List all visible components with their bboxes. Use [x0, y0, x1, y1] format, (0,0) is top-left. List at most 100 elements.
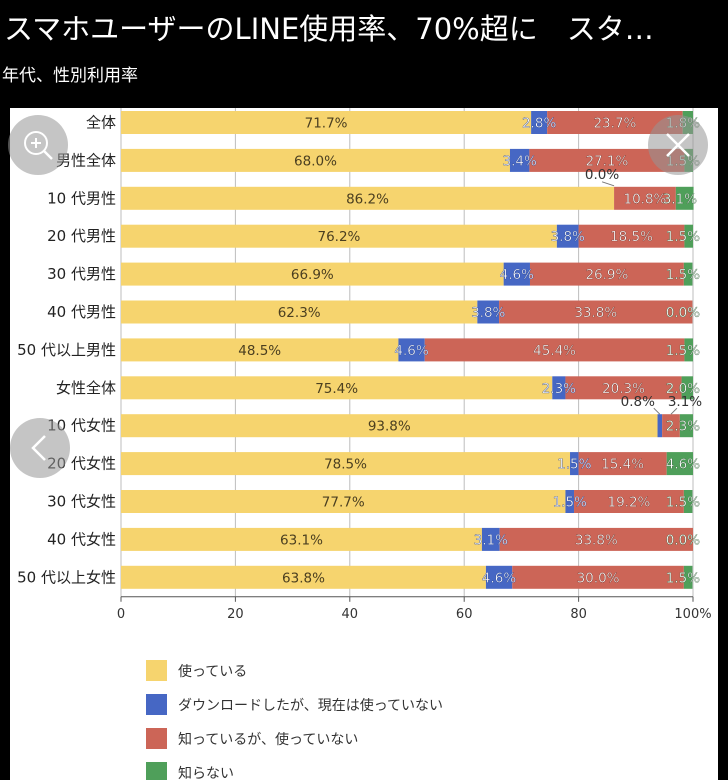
bar-segment [675, 186, 694, 210]
legend-label: 知らない [178, 765, 234, 780]
data-label: 1.5% [666, 229, 700, 245]
bar-segment [121, 338, 399, 362]
bar-segment [485, 565, 513, 589]
data-label: 27.1% [585, 153, 628, 169]
data-label: 63.8% [282, 570, 325, 586]
x-tick-label: 20 [227, 607, 244, 622]
data-label: 4.6% [666, 457, 700, 473]
data-label: 63.1% [280, 532, 323, 548]
page-title: スマホユーザーのLINE使用率、70%超に スタ… [4, 12, 654, 46]
bar-segment [552, 376, 566, 400]
bar-segment [683, 262, 693, 286]
bar-segment [679, 414, 693, 438]
chart-panel: 020406080100%全体71.7%2.8%23.7%1.8%男性全体68.… [10, 108, 718, 780]
x-tick-label: 80 [570, 607, 587, 622]
data-label: 3.8% [551, 229, 585, 245]
data-label: 0.0% [666, 305, 700, 321]
bar-segment [657, 414, 663, 438]
bar-segment [481, 527, 500, 551]
data-label: 0.0% [585, 167, 619, 183]
leader-line [670, 407, 678, 415]
stacked-bar-chart: 020406080100%全体71.7%2.8%23.7%1.8%男性全体68.… [17, 108, 712, 780]
data-label: 19.2% [607, 495, 650, 511]
legend-swatch [146, 728, 167, 749]
category-label: 全体 [86, 114, 116, 132]
data-label: 77.7% [322, 495, 365, 511]
bar-segment [565, 376, 682, 400]
data-label: 3.1% [663, 191, 697, 207]
bar-segment [547, 111, 683, 134]
data-label: 3.1% [474, 532, 508, 548]
data-label: 3.1% [668, 394, 702, 410]
data-label: 86.2% [346, 191, 389, 207]
bar-segment [499, 300, 693, 324]
bar-segment [121, 186, 615, 210]
data-label: 2.0% [666, 381, 700, 397]
data-label: 71.7% [305, 116, 348, 132]
bar-segment [578, 452, 667, 476]
bar-segment [614, 186, 676, 210]
category-label: 20 代男性 [47, 227, 116, 245]
data-label: 26.9% [585, 267, 628, 283]
bar-segment [683, 490, 693, 513]
bar-segment [499, 527, 693, 551]
bar-segment [684, 338, 693, 362]
bar-segment [398, 338, 425, 362]
bar-segment [121, 376, 553, 400]
data-label: 0.8% [621, 394, 655, 410]
category-label: 男性全体 [56, 151, 116, 169]
data-label: 78.5% [324, 457, 367, 473]
category-label: 10 代男性 [47, 189, 116, 207]
bar-segment [509, 148, 530, 172]
data-label: 1.5% [666, 495, 700, 511]
data-label: 1.5% [557, 457, 591, 473]
x-tick-label: 100% [674, 607, 711, 622]
data-label: 20.3% [602, 381, 645, 397]
data-label: 2.3% [666, 419, 700, 435]
x-tick-label: 60 [456, 607, 473, 622]
zoom-button[interactable] [8, 115, 68, 175]
data-label: 2.3% [542, 381, 576, 397]
bar-segment [121, 565, 486, 589]
bar-segment [531, 111, 548, 134]
data-label: 68.0% [294, 153, 337, 169]
category-label: 30 代男性 [47, 265, 116, 283]
bar-segment [424, 338, 685, 362]
chevron-left-icon [31, 435, 46, 461]
data-label: 76.2% [317, 229, 360, 245]
legend-swatch [146, 660, 167, 681]
legend-label: ダウンロードしたが、現在は使っていない [178, 697, 443, 714]
bar-segment [503, 262, 530, 286]
bar-segment [121, 527, 482, 551]
bar-segment [578, 224, 685, 248]
prev-button[interactable] [10, 418, 70, 478]
bar-segment [121, 300, 478, 324]
data-label: 18.5% [610, 229, 653, 245]
bar-segment [121, 148, 510, 172]
bar-segment [684, 224, 693, 248]
leader-line [653, 407, 661, 415]
data-label: 33.8% [574, 305, 617, 321]
data-label: 1.5% [553, 495, 587, 511]
bar-segment [121, 452, 571, 476]
bar-segment [121, 490, 566, 513]
close-button[interactable] [648, 115, 708, 175]
data-label: 4.6% [500, 267, 534, 283]
bar-segment [121, 111, 532, 134]
data-label: 1.5% [666, 343, 700, 359]
legend-swatch [146, 694, 167, 715]
bar-segment [683, 565, 693, 589]
category-label: 女性全体 [56, 379, 116, 397]
bar-segment [681, 376, 693, 400]
leader-line [601, 181, 615, 187]
bar-segment [662, 414, 680, 438]
zoom-in-icon [24, 131, 53, 160]
data-label: 48.5% [238, 343, 281, 359]
bar-segment [565, 490, 575, 513]
bar-segment [121, 262, 504, 286]
data-label: 15.4% [601, 457, 644, 473]
bar-segment [477, 300, 500, 324]
legend-label: 使っている [178, 663, 247, 680]
bar-segment [556, 224, 579, 248]
data-label: 2.8% [522, 116, 556, 132]
